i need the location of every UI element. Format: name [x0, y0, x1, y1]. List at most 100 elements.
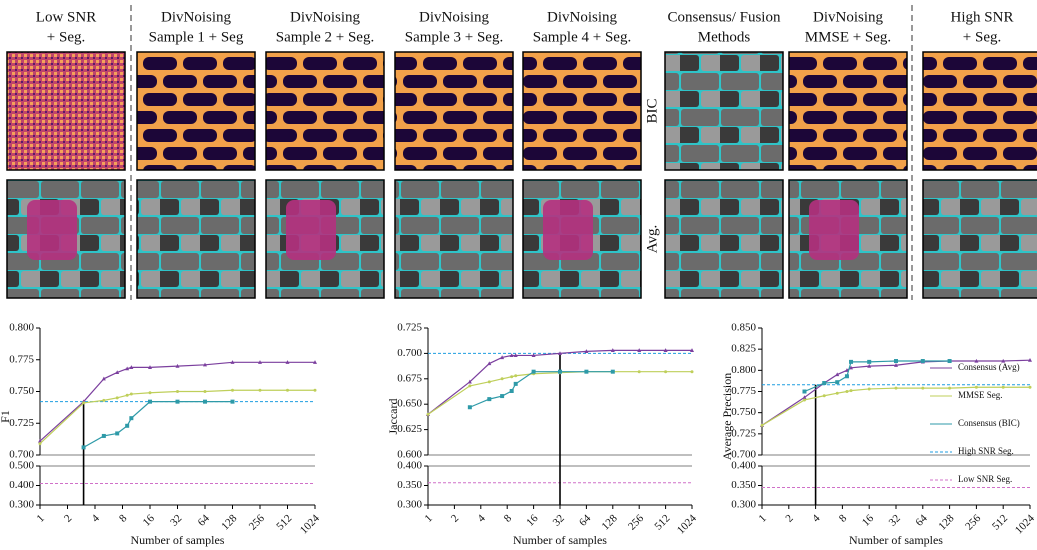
point — [610, 369, 615, 374]
point — [81, 445, 86, 450]
column-header: Sample 1 + Seg — [149, 29, 244, 45]
x-tick-label: 512 — [990, 512, 1010, 532]
point — [101, 433, 106, 438]
point — [285, 360, 290, 364]
x-tick-label: 1 — [757, 512, 769, 524]
image-grid: Low SNR + Seg. DivNoising Sample 1 + Seg Div… — [6, 5, 1037, 300]
image-panel — [664, 51, 784, 171]
point — [230, 360, 235, 364]
point — [867, 387, 871, 391]
point — [487, 380, 491, 384]
image-panel — [136, 51, 256, 171]
y-tick-label: 0.800 — [731, 364, 756, 376]
y-tick-label: 0.500 — [9, 460, 34, 472]
point — [921, 386, 925, 390]
x-tick-label: 1 — [35, 512, 47, 524]
image-panel — [394, 51, 514, 171]
point — [467, 379, 472, 384]
column-header: + Seg. — [963, 29, 1001, 45]
x-tick-label: 16 — [860, 512, 877, 529]
point — [513, 381, 518, 386]
point — [101, 376, 106, 381]
point — [129, 392, 133, 396]
point — [115, 431, 120, 436]
x-tick-label: 64 — [196, 512, 213, 529]
point — [514, 374, 518, 378]
point — [558, 351, 562, 355]
x-axis-label: Number of samples — [849, 533, 943, 547]
y-tick-label: 0.800 — [9, 322, 34, 334]
point — [637, 348, 642, 352]
point — [867, 359, 872, 364]
point — [844, 374, 849, 379]
x-tick-label: 64 — [577, 512, 594, 529]
y-axis-label: Average Precision — [720, 373, 734, 460]
y-tick-label: 0.300 — [731, 499, 756, 511]
point — [203, 399, 207, 404]
point — [920, 359, 925, 364]
y-tick-label: 0.725 — [731, 427, 756, 439]
point — [175, 363, 180, 368]
y-tick-label: 0.750 — [9, 385, 34, 397]
charts: 0.700 0.725 0.750 0.775 0.800 0.300 0.400 0.500… — [0, 322, 1037, 547]
y-tick-label: 0.625 — [397, 423, 422, 435]
column-header: Low SNR — [36, 9, 96, 25]
point — [513, 353, 518, 358]
segmentation-panel — [136, 179, 256, 299]
point — [500, 355, 505, 360]
point — [426, 412, 430, 416]
x-tick-label: 8 — [502, 512, 515, 525]
x-tick-label: 16 — [141, 512, 158, 529]
point — [258, 388, 262, 392]
x-tick-label: 512 — [274, 512, 294, 532]
column-header: High SNR — [951, 9, 1014, 25]
segmentation-panel — [394, 179, 514, 299]
legend-label: Consensus (Avg) — [958, 362, 1020, 372]
point — [468, 384, 472, 388]
point — [500, 377, 504, 381]
point — [82, 401, 86, 405]
y-tick-label: 0.300 — [397, 499, 422, 511]
point — [115, 370, 120, 375]
point — [835, 391, 839, 395]
column-header: DivNoising — [547, 9, 618, 25]
column-header: DivNoising — [290, 9, 361, 25]
y-axis-label: F1 — [0, 410, 12, 423]
point — [38, 442, 42, 446]
point — [1028, 385, 1032, 389]
segmentation-panel — [922, 179, 1037, 299]
y-tick-label: 0.675 — [397, 372, 422, 384]
segmentation-panel — [664, 179, 784, 299]
column-header: DivNoising — [419, 9, 490, 25]
point — [894, 363, 898, 367]
point — [231, 388, 234, 392]
column-header: Sample 3 + Seg. — [405, 29, 503, 45]
point — [313, 360, 317, 364]
x-tick-label: 32 — [168, 512, 184, 528]
point — [663, 348, 668, 352]
column-header: DivNoising — [813, 9, 884, 25]
point — [487, 361, 492, 366]
y-tick-label: 0.725 — [9, 417, 34, 429]
point — [510, 375, 514, 379]
series-line — [83, 401, 233, 448]
point — [258, 360, 262, 364]
x-tick-label: 4 — [90, 512, 103, 525]
y-tick-label: 0.650 — [397, 398, 422, 410]
point — [822, 394, 826, 398]
point — [175, 399, 180, 404]
point — [286, 388, 289, 392]
y-tick-label: 0.350 — [731, 479, 756, 491]
point — [1028, 357, 1032, 362]
x-tick-label: 2 — [449, 512, 461, 524]
y-tick-label: 0.400 — [731, 460, 756, 472]
point — [531, 353, 536, 358]
point — [849, 389, 853, 393]
image-panel — [6, 51, 126, 171]
point — [129, 416, 134, 421]
highlight-cell — [286, 200, 336, 260]
row-label: Avg. — [644, 225, 660, 253]
highlight-cell — [809, 200, 859, 260]
point — [802, 395, 807, 400]
